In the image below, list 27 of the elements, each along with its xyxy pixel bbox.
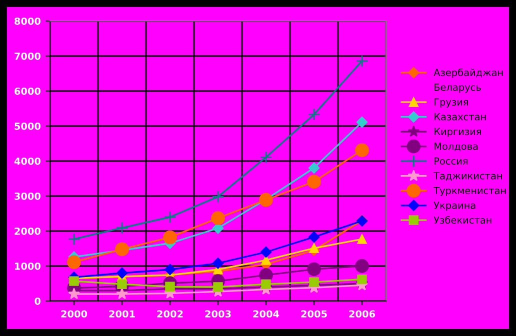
y-tick-label: 2000 (14, 227, 41, 235)
x-tick-label: 2001 (109, 310, 135, 318)
y-tick-label: 8000 (14, 17, 41, 25)
y-tick-label: 4000 (14, 157, 41, 165)
legend-label: Молдова (434, 142, 478, 152)
legend-label: Казахстан (434, 113, 486, 120)
y-tick-label: 1000 (15, 262, 41, 270)
y-tick-label: 0 (34, 297, 41, 305)
y-tick-label: 6000 (14, 87, 41, 95)
legend-label: Туркменистан (434, 186, 506, 196)
x-tick-label: 2004 (253, 310, 280, 318)
x-tick-label: 2005 (301, 310, 327, 318)
x-tick-label: 2003 (205, 310, 231, 318)
legend-label: Россия (434, 157, 468, 165)
x-tick-label: 2002 (157, 310, 183, 318)
legend-label: Азербайджан (434, 68, 503, 78)
legend-label: Киргизия (434, 128, 481, 138)
y-tick-label: 5000 (14, 122, 41, 130)
legend-label: Таджикистан (434, 172, 502, 181)
x-tick-label: 2006 (349, 310, 376, 318)
x-tick-label: 2000 (61, 310, 88, 318)
legend-label: Украина (434, 202, 476, 211)
y-tick-label: 7000 (14, 52, 41, 60)
legend-label: Узбекистан (434, 216, 492, 224)
y-tick-label: 3000 (14, 192, 41, 200)
legend-label: Грузия (434, 98, 468, 108)
text: Беларусь (434, 84, 481, 93)
